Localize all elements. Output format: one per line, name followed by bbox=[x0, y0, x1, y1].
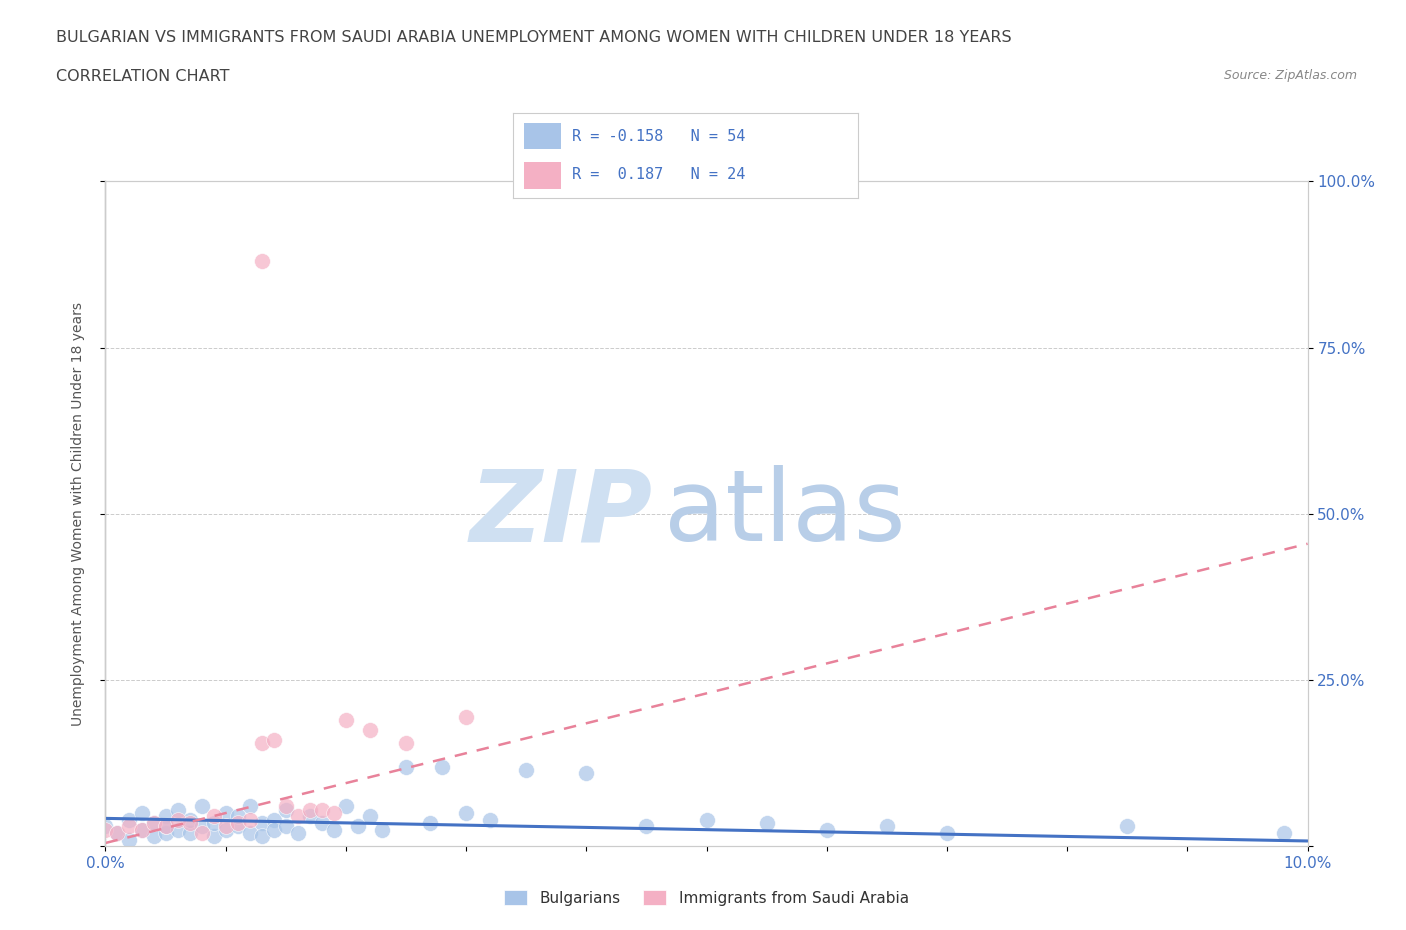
Text: R =  0.187   N = 24: R = 0.187 N = 24 bbox=[572, 167, 745, 182]
Point bbox=[335, 799, 357, 814]
Point bbox=[226, 816, 249, 830]
Point bbox=[190, 826, 212, 841]
Text: R = -0.158   N = 54: R = -0.158 N = 54 bbox=[572, 128, 745, 143]
Point bbox=[214, 822, 236, 837]
Bar bbox=[523, 123, 561, 150]
Point bbox=[142, 816, 165, 830]
Point bbox=[371, 822, 394, 837]
Text: BULGARIAN VS IMMIGRANTS FROM SAUDI ARABIA UNEMPLOYMENT AMONG WOMEN WITH CHILDREN: BULGARIAN VS IMMIGRANTS FROM SAUDI ARABI… bbox=[56, 30, 1012, 45]
Point bbox=[1116, 819, 1139, 834]
Bar bbox=[523, 162, 561, 189]
Point bbox=[287, 826, 309, 841]
Point bbox=[166, 812, 188, 827]
Point bbox=[131, 822, 153, 837]
Text: Source: ZipAtlas.com: Source: ZipAtlas.com bbox=[1223, 69, 1357, 82]
Point bbox=[118, 832, 141, 847]
Text: CORRELATION CHART: CORRELATION CHART bbox=[56, 69, 229, 84]
Text: ZIP: ZIP bbox=[470, 465, 652, 563]
Point bbox=[179, 812, 201, 827]
Point bbox=[298, 809, 321, 824]
Point bbox=[94, 819, 117, 834]
Point bbox=[166, 803, 188, 817]
Point bbox=[359, 809, 381, 824]
Point bbox=[454, 805, 477, 820]
Point bbox=[202, 829, 225, 844]
Point bbox=[202, 816, 225, 830]
Text: atlas: atlas bbox=[665, 465, 905, 563]
Point bbox=[430, 759, 453, 774]
Point bbox=[202, 809, 225, 824]
Point bbox=[359, 723, 381, 737]
Point bbox=[226, 809, 249, 824]
Point bbox=[395, 736, 418, 751]
Point bbox=[166, 822, 188, 837]
Point bbox=[250, 816, 273, 830]
Legend: Bulgarians, Immigrants from Saudi Arabia: Bulgarians, Immigrants from Saudi Arabia bbox=[498, 884, 915, 911]
Point bbox=[190, 819, 212, 834]
Point bbox=[287, 809, 309, 824]
Point bbox=[274, 799, 297, 814]
Point bbox=[263, 733, 285, 748]
Point bbox=[131, 805, 153, 820]
Point bbox=[311, 816, 333, 830]
Point bbox=[263, 822, 285, 837]
Point bbox=[190, 799, 212, 814]
Point bbox=[419, 816, 441, 830]
Point bbox=[155, 819, 177, 834]
Point bbox=[322, 805, 344, 820]
Point bbox=[179, 826, 201, 841]
Point bbox=[142, 829, 165, 844]
Point bbox=[347, 819, 370, 834]
Point bbox=[1272, 826, 1295, 841]
Point bbox=[876, 819, 898, 834]
Point bbox=[263, 812, 285, 827]
Point bbox=[479, 812, 502, 827]
Point bbox=[298, 803, 321, 817]
Point bbox=[118, 812, 141, 827]
Point bbox=[335, 712, 357, 727]
Point bbox=[311, 803, 333, 817]
Point bbox=[250, 254, 273, 269]
Point bbox=[755, 816, 778, 830]
Point bbox=[636, 819, 658, 834]
Point bbox=[107, 826, 129, 841]
Point bbox=[239, 826, 262, 841]
Point bbox=[936, 826, 959, 841]
Point bbox=[274, 819, 297, 834]
Point bbox=[395, 759, 418, 774]
Point bbox=[214, 805, 236, 820]
Point bbox=[155, 819, 177, 834]
Point bbox=[155, 826, 177, 841]
Point bbox=[274, 803, 297, 817]
Point bbox=[107, 826, 129, 841]
Point bbox=[515, 763, 537, 777]
Point bbox=[155, 809, 177, 824]
Y-axis label: Unemployment Among Women with Children Under 18 years: Unemployment Among Women with Children U… bbox=[70, 302, 84, 725]
Point bbox=[575, 765, 598, 780]
Point bbox=[179, 816, 201, 830]
Point bbox=[226, 819, 249, 834]
Point bbox=[815, 822, 838, 837]
Point bbox=[118, 819, 141, 834]
Point bbox=[94, 822, 117, 837]
Point bbox=[250, 829, 273, 844]
Point bbox=[142, 816, 165, 830]
Point bbox=[250, 736, 273, 751]
Point bbox=[214, 819, 236, 834]
Point bbox=[131, 822, 153, 837]
Point bbox=[696, 812, 718, 827]
Point bbox=[322, 822, 344, 837]
Point bbox=[239, 799, 262, 814]
Point bbox=[239, 812, 262, 827]
Point bbox=[454, 710, 477, 724]
